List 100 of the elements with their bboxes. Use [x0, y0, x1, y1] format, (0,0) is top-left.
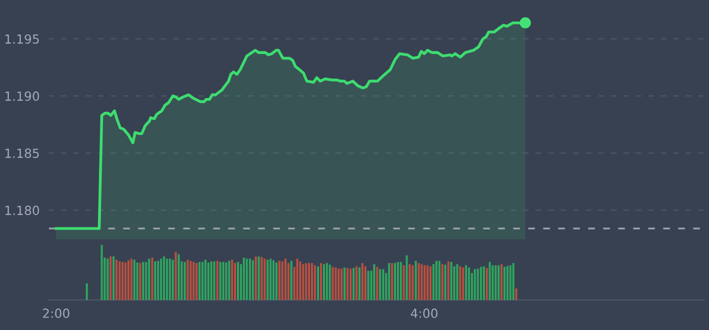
bar: [450, 262, 452, 300]
bar: [184, 262, 186, 300]
bar: [322, 264, 325, 300]
bar: [106, 258, 109, 300]
bar: [414, 260, 417, 300]
bar: [498, 265, 500, 300]
bar: [391, 263, 394, 300]
bar: [462, 267, 464, 300]
bar: [379, 269, 382, 300]
bar: [118, 261, 121, 300]
bar: [260, 256, 263, 300]
bar: [308, 263, 310, 300]
bar: [166, 258, 168, 300]
bar: [332, 266, 334, 300]
bar: [317, 266, 320, 300]
bar: [115, 260, 118, 300]
bar: [190, 260, 192, 300]
bar: [476, 268, 479, 300]
bar: [512, 263, 514, 300]
bar: [305, 263, 308, 300]
bar: [270, 258, 272, 300]
bar: [196, 263, 198, 300]
bar: [86, 283, 88, 300]
bar: [367, 270, 370, 300]
bar: [225, 262, 228, 300]
bar: [201, 262, 204, 300]
bar: [396, 262, 399, 300]
bar: [192, 262, 195, 300]
bar: [204, 260, 206, 300]
bar: [346, 268, 349, 300]
bar: [284, 258, 286, 300]
bar: [382, 269, 384, 300]
bar: [219, 262, 222, 300]
bar: [430, 266, 432, 300]
bar: [151, 258, 154, 300]
x-tick-label: 2:00: [43, 308, 70, 318]
bar: [320, 263, 322, 300]
bar: [408, 264, 411, 300]
bar: [178, 254, 180, 300]
bar: [198, 262, 201, 300]
bar: [236, 262, 239, 300]
bar: [334, 267, 337, 300]
bar: [488, 262, 491, 300]
bar: [157, 260, 160, 300]
bar: [420, 264, 423, 300]
bar: [139, 263, 142, 300]
bar: [216, 260, 218, 300]
bar: [174, 252, 177, 300]
bar: [252, 260, 254, 300]
bar: [186, 260, 189, 300]
bar: [254, 256, 257, 300]
bar: [494, 265, 497, 300]
bar: [418, 263, 420, 300]
bar: [110, 256, 112, 300]
bar: [364, 266, 366, 300]
bar: [172, 260, 174, 300]
bar: [402, 265, 405, 300]
bar: [361, 263, 364, 300]
bar: [432, 264, 434, 300]
bar: [435, 260, 438, 300]
bar: [376, 266, 378, 300]
bar: [358, 267, 360, 300]
bar: [231, 260, 234, 300]
bar: [154, 261, 156, 300]
bar: [246, 258, 248, 300]
bar: [264, 258, 266, 300]
bar: [148, 258, 150, 300]
bar: [275, 262, 278, 300]
bar: [310, 263, 313, 300]
bar: [124, 262, 127, 300]
y-tick-label: 1.185: [5, 148, 39, 158]
bar: [453, 266, 456, 300]
y-tick-label: 1.195: [5, 34, 39, 44]
bar: [122, 262, 124, 300]
bar: [290, 260, 292, 300]
y-tick-label: 1.190: [5, 91, 40, 101]
bar: [444, 264, 446, 300]
bar: [278, 260, 280, 300]
bar: [340, 268, 343, 300]
bar: [388, 263, 390, 300]
bar: [160, 258, 162, 300]
bar: [394, 263, 396, 300]
bar: [142, 262, 144, 300]
bar: [100, 244, 103, 300]
bar: [438, 260, 440, 300]
bar: [356, 266, 358, 300]
bar: [459, 266, 462, 300]
bar: [406, 255, 408, 300]
bar: [133, 260, 136, 300]
bar: [328, 264, 331, 300]
bar: [344, 267, 346, 300]
bar: [441, 264, 444, 300]
bar: [207, 262, 210, 300]
bar: [352, 268, 355, 300]
bar: [492, 265, 494, 300]
bar: [302, 264, 304, 300]
bar: [210, 261, 212, 300]
bar: [136, 262, 138, 300]
bar: [400, 262, 402, 300]
bar: [272, 260, 275, 300]
